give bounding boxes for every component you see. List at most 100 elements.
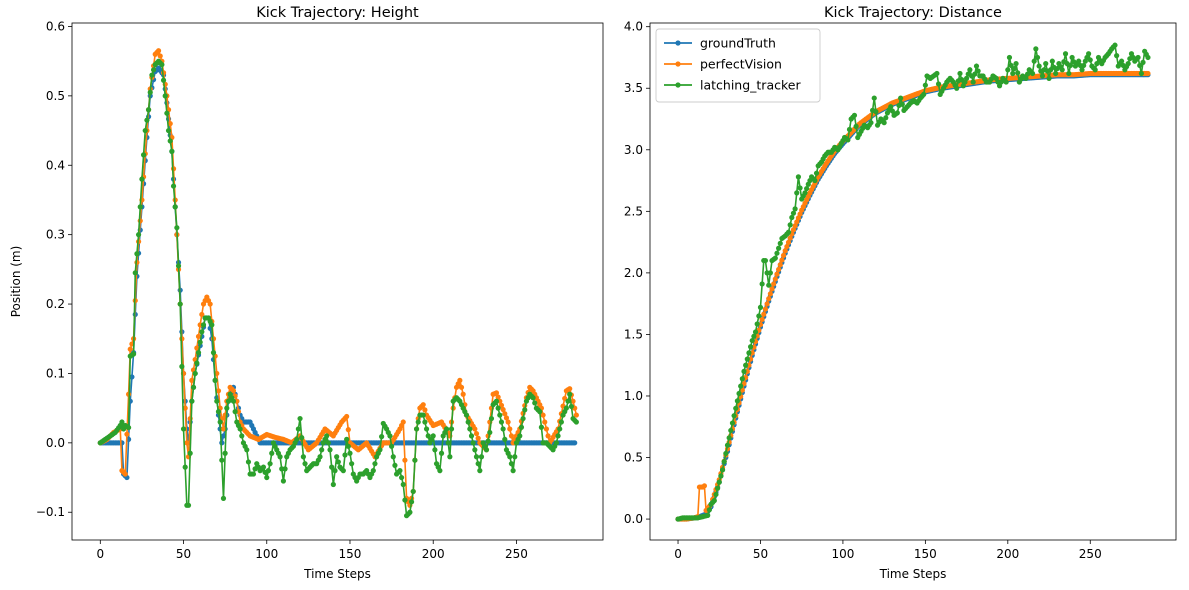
distance-chart-point [787,222,793,228]
height-chart-point [473,430,480,437]
distance-chart-point [1010,70,1016,77]
height-chart-point [184,440,190,446]
distance-chart-point [715,485,721,491]
height-chart-point [438,450,445,456]
height-chart-point [344,413,350,420]
height-chart-point [390,454,396,460]
height-chart-point [485,438,491,444]
height-chart-point [502,436,508,442]
distance-chart-y-tick-label: 1.5 [624,327,643,341]
distance-chart-point [774,250,780,256]
height-chart-point [170,183,177,189]
height-chart-x-tick-label: 150 [339,547,362,561]
distance-chart-point [802,190,808,196]
distance-chart-point [1145,54,1151,61]
height-chart-point [182,464,188,470]
height-chart-point [540,412,546,418]
height-chart-y-tick-label: 0.4 [46,158,65,172]
distance-chart-point [797,185,803,191]
height-chart: Kick Trajectory: Height Time Steps Posit… [9,5,604,581]
height-chart-point [332,468,338,474]
distance-chart: Kick Trajectory: Distance Time Steps gro… [624,5,1177,581]
height-chart-point [398,474,405,481]
height-chart-point [537,409,543,415]
distance-chart-point [777,240,783,246]
height-chart-point [507,426,513,432]
height-chart-point [212,377,218,383]
distance-chart-point [761,311,767,317]
distance-chart-point [739,376,745,382]
height-chart-point [174,225,180,231]
distance-chart-point [747,344,754,350]
distance-chart-point [1023,75,1029,81]
distance-chart-point [785,239,792,245]
height-chart-point [495,394,501,400]
distance-chart-point [1094,61,1100,67]
height-chart-point [125,424,132,431]
height-chart-point [475,435,481,441]
height-chart-point [555,433,561,439]
distance-chart-point [1081,62,1087,69]
distance-chart-point [705,512,711,518]
distance-chart-point [706,507,712,513]
height-chart-point [400,419,406,425]
height-chart-point [447,454,453,460]
height-chart-point [219,457,225,463]
distance-chart-point [1049,58,1055,64]
distance-chart-point [804,185,810,192]
height-chart-point [265,468,272,474]
distance-chart-point [762,257,769,264]
distance-chart-x-axis-label: Time Steps [879,567,947,581]
distance-chart-point [795,215,802,221]
height-chart-point [267,461,273,467]
height-chart-point [505,419,511,425]
distance-chart-x-tick-label: 150 [914,547,937,561]
distance-chart-point [1087,57,1093,63]
distance-chart-legend: groundTruth perfectVision latching_tracker [655,28,821,103]
distance-chart-point [1069,54,1075,61]
distance-chart-point [792,206,798,212]
distance-chart-point [744,356,750,362]
height-chart-point [567,391,573,397]
height-chart-point [200,322,207,328]
distance-chart-point [741,368,747,374]
distance-chart-point [723,450,729,457]
height-chart-point [179,363,185,370]
height-chart-point [468,433,475,439]
height-chart-point [197,339,203,345]
distance-chart-point [1086,51,1092,57]
distance-chart-point [797,211,803,217]
height-chart-x-tick-label: 200 [422,547,445,561]
height-chart-point [215,388,222,394]
height-chart-point [422,407,428,413]
distance-chart-point [963,75,970,81]
distance-chart-series-latching-tracker-markers [675,42,1151,522]
distance-chart-point [780,252,787,259]
distance-chart-point [779,257,785,263]
height-chart-point [388,443,395,449]
height-chart-y-tick-label: 0.3 [46,228,65,242]
height-chart-point [139,176,145,182]
height-chart-point [407,509,413,515]
height-chart-point [557,426,563,432]
height-chart-point [517,433,523,439]
height-chart-point [508,461,515,467]
height-chart-point [140,152,147,158]
distance-chart-y-tick-label: 4.0 [624,20,643,34]
height-chart-point [507,454,513,460]
height-chart-point [195,333,202,340]
height-chart-point [347,450,353,456]
height-chart-point [302,461,308,467]
distance-chart-point [743,362,749,368]
height-chart-point [175,263,182,269]
height-chart-point [190,384,197,390]
distance-chart-point [1003,79,1009,85]
height-chart-point [230,388,237,394]
height-chart-point [199,311,205,318]
height-chart-point [530,395,536,401]
height-chart-point [473,454,480,460]
height-chart-point [159,62,165,68]
distance-chart-point [888,104,894,110]
distance-chart-point [772,255,778,261]
height-chart-point [520,415,526,422]
